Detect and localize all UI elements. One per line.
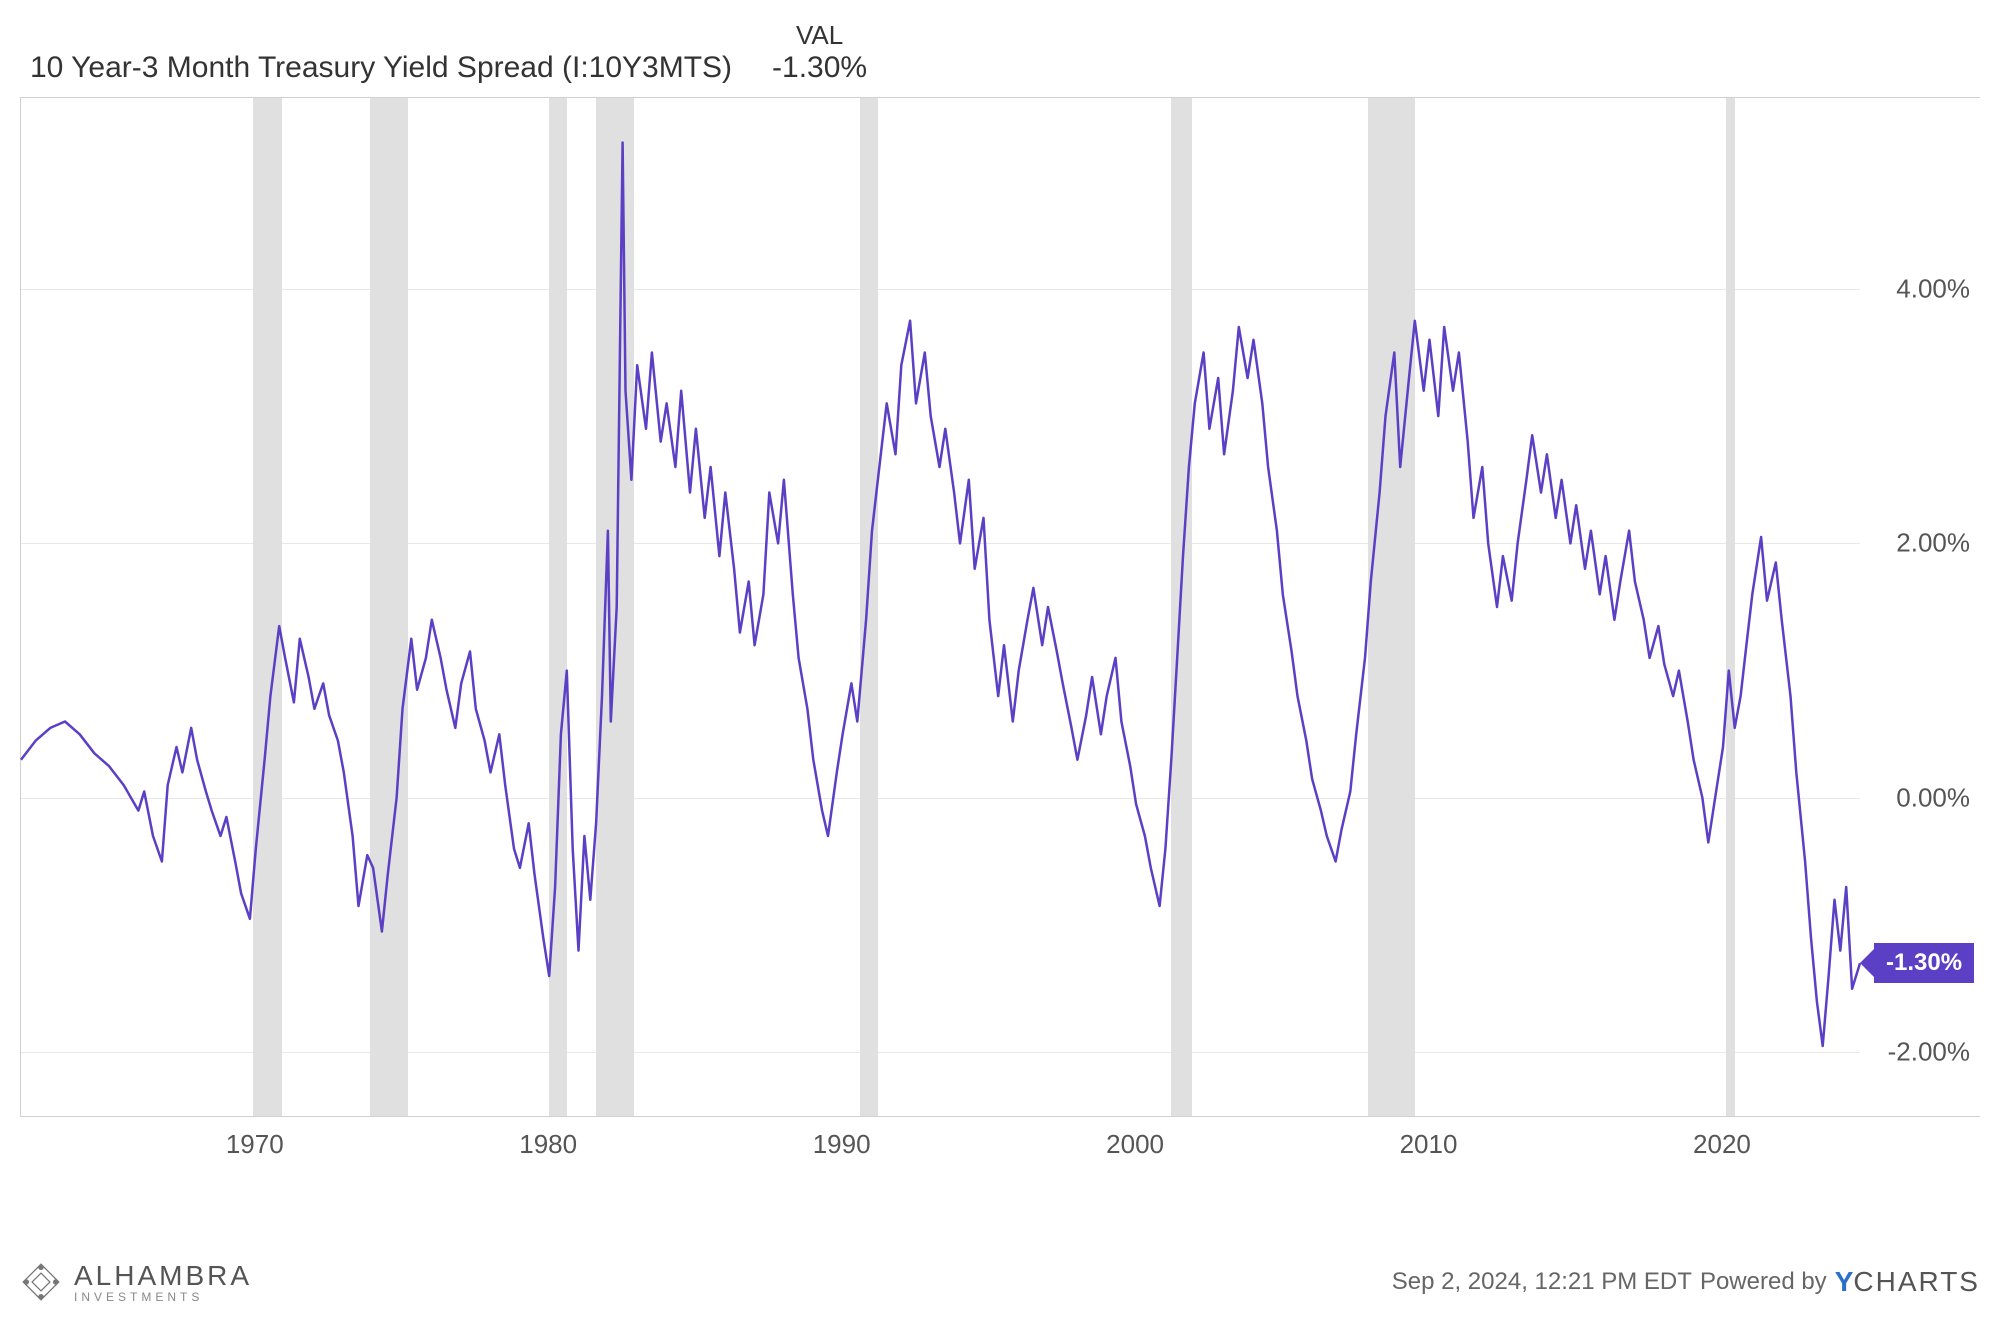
ycharts-y-icon: Y [1835, 1266, 1854, 1297]
y-tick-label: 0.00% [1896, 782, 1970, 813]
x-tick-label: 1990 [813, 1129, 871, 1160]
powered-by-label: Powered by [1700, 1268, 1827, 1296]
ycharts-logo: YCHARTS [1835, 1266, 1980, 1298]
flag-text: -1.30% [1886, 949, 1962, 976]
chart-header: 10 Year-3 Month Treasury Yield Spread (I… [20, 20, 1980, 85]
x-tick-label: 1970 [226, 1129, 284, 1160]
timestamp: Sep 2, 2024, 12:21 PM EDT [1392, 1268, 1692, 1296]
logo-subtext: INVESTMENTS [74, 1290, 252, 1304]
y-tick-label: 2.00% [1896, 528, 1970, 559]
alhambra-logo-icon [20, 1261, 62, 1303]
current-value-flag: -1.30% [1874, 943, 1974, 983]
line-series [21, 98, 1860, 1116]
y-tick-label: 4.00% [1896, 273, 1970, 304]
val-value: -1.30% [772, 51, 867, 85]
attribution: Sep 2, 2024, 12:21 PM EDT Powered by YCH… [1392, 1266, 1980, 1298]
chart-container: 10 Year-3 Month Treasury Yield Spread (I… [20, 20, 1980, 1304]
x-axis-labels: 1970 1980 1990 2000 2010 2020 [20, 1117, 1860, 1167]
x-tick-label: 1980 [519, 1129, 577, 1160]
value-block: VAL -1.30% [772, 20, 867, 85]
y-tick-label: -2.00% [1888, 1037, 1970, 1068]
plot-inner [21, 98, 1860, 1116]
chart-title: 10 Year-3 Month Treasury Yield Spread (I… [30, 51, 732, 85]
chart-footer: ALHAMBRA INVESTMENTS Sep 2, 2024, 12:21 … [20, 1260, 1980, 1304]
x-tick-label: 2000 [1106, 1129, 1164, 1160]
val-label: VAL [772, 20, 867, 51]
logo-text: ALHAMBRA [74, 1260, 252, 1291]
plot-area: -2.00% 0.00% 2.00% 4.00% -1.30% [20, 97, 1980, 1117]
x-tick-label: 2020 [1693, 1129, 1751, 1160]
ycharts-text: CHARTS [1853, 1266, 1980, 1297]
x-tick-label: 2010 [1400, 1129, 1458, 1160]
alhambra-logo: ALHAMBRA INVESTMENTS [20, 1260, 252, 1304]
